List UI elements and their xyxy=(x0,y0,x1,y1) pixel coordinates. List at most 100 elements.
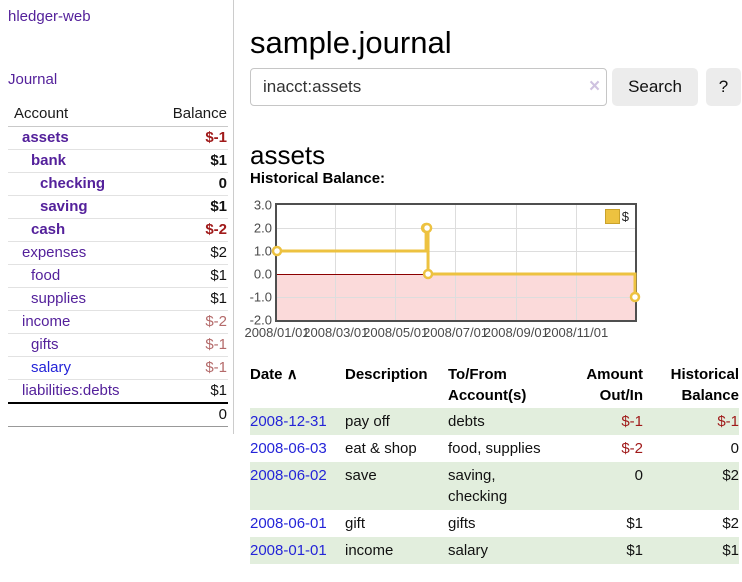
grid-line-v xyxy=(455,205,456,320)
account-link-cash[interactable]: cash xyxy=(31,221,66,238)
txn-balance: $1 xyxy=(643,537,739,564)
grid-line-h xyxy=(277,227,635,229)
balance-line xyxy=(271,222,641,303)
account-link-liabilities-debts[interactable]: liabilities:debts xyxy=(22,382,120,399)
register-header-date[interactable]: Date ∧ xyxy=(250,362,345,408)
sidebar-item-journal[interactable]: Journal xyxy=(8,71,58,88)
register-header-amount: Amount Out/In xyxy=(586,366,643,404)
account-link-saving[interactable]: saving xyxy=(40,198,88,215)
register-row: 2008-01-01 income salary $1 $1 xyxy=(250,537,739,564)
txn-amount: $1 xyxy=(565,537,643,564)
x-tick-label: 2008/07/01 xyxy=(422,325,489,340)
y-tick-label: 1.0 xyxy=(253,243,272,259)
account-balance: $-2 xyxy=(150,310,228,334)
sort-asc-icon: ∧ xyxy=(286,366,298,383)
txn-description: save xyxy=(345,462,448,510)
plot-area: $ xyxy=(271,203,641,322)
x-tick-label: 2008/09/01 xyxy=(483,325,549,340)
account-link-gifts[interactable]: gifts xyxy=(31,336,59,353)
x-tick-label: 2008/05/01 xyxy=(363,325,429,340)
account-link-expenses[interactable]: expenses xyxy=(22,244,87,261)
txn-balance: $2 xyxy=(643,462,739,510)
account-link-supplies[interactable]: supplies xyxy=(31,290,87,307)
accounts-total: 0 xyxy=(150,402,228,427)
account-link-income[interactable]: income xyxy=(22,313,71,330)
account-row: income $-2 xyxy=(8,310,228,334)
txn-balance: $-1 xyxy=(643,408,739,435)
txn-date-link[interactable]: 2008-12-31 xyxy=(250,413,327,430)
y-tick-label: 0.0 xyxy=(253,266,272,282)
grid-line-v xyxy=(395,205,397,320)
account-balance: $1 xyxy=(150,379,228,404)
search-input[interactable] xyxy=(250,68,607,106)
clear-search-icon[interactable]: × xyxy=(589,76,601,97)
txn-date-link[interactable]: 2008-06-02 xyxy=(250,467,327,484)
grid-line-v xyxy=(335,205,337,320)
account-row: bank $1 xyxy=(8,149,228,173)
y-tick-label: 3.0 xyxy=(253,197,272,213)
txn-accounts: debts xyxy=(448,408,565,435)
account-heading: assets xyxy=(250,139,326,170)
txn-amount: $-1 xyxy=(565,408,643,435)
accounts-table: Account Balance assets $-1 bank $1 check… xyxy=(8,102,228,427)
account-balance: $-1 xyxy=(150,126,228,150)
x-tick-label: 2008/11/01 xyxy=(544,325,609,340)
txn-date-link[interactable]: 2008-01-01 xyxy=(250,542,327,559)
register-row: 2008-06-03 eat & shop food, supplies $-2… xyxy=(250,435,739,462)
txn-amount: $1 xyxy=(626,515,643,532)
sidebar: hledger-web Journal Account Balance asse… xyxy=(0,0,234,434)
txn-date-link[interactable]: 2008-06-03 xyxy=(250,440,327,457)
accounts-total-row: 0 xyxy=(8,402,228,427)
page-title: sample.journal xyxy=(250,24,452,60)
txn-amount: $-2 xyxy=(621,440,643,457)
x-axis: 2008/01/01 2008/03/01 2008/05/01 2008/07/01… xyxy=(244,325,635,341)
search-button[interactable]: Search xyxy=(612,68,698,106)
account-balance: $1 xyxy=(150,149,228,173)
txn-accounts: food, supplies xyxy=(448,440,541,457)
account-row: cash $-2 xyxy=(8,218,228,242)
account-row: salary $-1 xyxy=(8,356,228,380)
app-title-link[interactable]: hledger-web xyxy=(8,8,91,25)
balance-chart: 3.0 2.0 1.0 0.0 -1.0 -2.0 $ 2008/01/01 2008/03… xyxy=(244,197,742,348)
grid-line-v xyxy=(575,205,577,320)
legend-swatch-icon xyxy=(604,209,620,224)
txn-description: pay off xyxy=(345,408,448,435)
grid-line-h xyxy=(277,296,635,298)
help-button[interactable]: ? xyxy=(706,68,741,106)
account-link-bank[interactable]: bank xyxy=(31,152,67,169)
account-balance: $2 xyxy=(150,241,228,265)
account-balance: 0 xyxy=(150,172,228,196)
register-row: 2008-06-02 save saving, checking 0 $2 xyxy=(250,462,739,510)
account-row: saving $1 xyxy=(8,195,228,219)
y-tick-label: -2.0 xyxy=(249,312,272,328)
txn-date-link[interactable]: 2008-06-01 xyxy=(250,515,327,532)
account-link-salary[interactable]: salary xyxy=(31,359,72,376)
y-tick-label: -1.0 xyxy=(249,289,272,305)
account-row: expenses $2 xyxy=(8,241,228,265)
account-row: checking 0 xyxy=(8,172,228,196)
accounts-header-balance: Balance xyxy=(150,102,228,127)
account-row: supplies $1 xyxy=(8,287,228,311)
account-balance: $-2 xyxy=(150,218,228,242)
legend-label: $ xyxy=(621,209,629,224)
txn-accounts: salary xyxy=(448,537,565,564)
register-header-balance: Historical Balance xyxy=(670,366,739,404)
grid-line-h xyxy=(277,250,635,252)
x-tick-label: 2008/01/01 xyxy=(244,325,310,340)
x-tick-label: 2008/03/01 xyxy=(303,325,369,340)
account-link-food[interactable]: food xyxy=(31,267,61,284)
account-balance: $-1 xyxy=(150,356,228,380)
txn-balance: $2 xyxy=(722,515,739,532)
account-link-assets[interactable]: assets xyxy=(22,129,69,146)
account-balance: $-1 xyxy=(150,333,228,357)
legend: $ xyxy=(604,209,629,224)
register-header-description: Description xyxy=(345,366,428,383)
txn-accounts: saving, checking xyxy=(448,462,565,510)
txn-description: income xyxy=(345,537,448,564)
txn-accounts: gifts xyxy=(448,515,476,532)
account-link-checking[interactable]: checking xyxy=(40,175,106,192)
account-row: gifts $-1 xyxy=(8,333,228,357)
chart-title: Historical Balance: xyxy=(250,170,386,187)
grid-line-v xyxy=(515,205,517,320)
register-table: Date ∧ Description To/From Account(s) Am… xyxy=(250,362,739,564)
